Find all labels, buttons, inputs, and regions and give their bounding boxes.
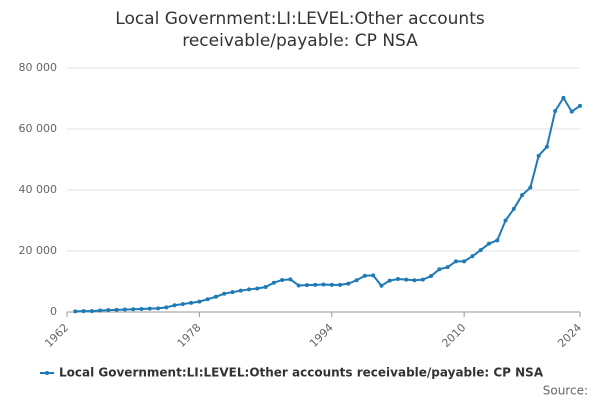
point	[379, 283, 384, 288]
point	[81, 309, 86, 314]
point	[280, 277, 285, 282]
point	[420, 277, 425, 282]
chart-title: Local Government:LI:LEVEL:Other accounts…	[115, 9, 485, 51]
point	[304, 283, 309, 288]
point	[470, 254, 475, 259]
point	[73, 309, 78, 314]
point	[495, 238, 500, 243]
y-tick-label: 60 000	[19, 122, 58, 135]
point	[387, 278, 392, 283]
point	[329, 282, 334, 287]
point	[462, 259, 467, 264]
line	[75, 95, 581, 313]
point	[528, 185, 533, 190]
x-tick-label: 1962	[42, 321, 71, 350]
point	[122, 307, 127, 312]
point	[354, 278, 359, 283]
point	[569, 109, 574, 114]
point	[106, 308, 111, 313]
point	[131, 307, 136, 312]
point	[553, 109, 558, 114]
point	[156, 306, 161, 311]
point	[205, 297, 210, 302]
point	[238, 288, 243, 293]
point	[222, 291, 227, 296]
point	[247, 287, 252, 292]
point	[362, 273, 367, 278]
point	[288, 277, 293, 282]
point	[255, 286, 260, 291]
point	[404, 277, 409, 282]
point	[230, 290, 235, 295]
y-tick-label: 20 000	[19, 244, 58, 257]
point	[412, 278, 417, 283]
legend-label: Local Government:LI:LEVEL:Other accounts…	[59, 366, 544, 380]
point	[296, 283, 301, 288]
point	[520, 193, 525, 198]
x-tick-label: 2024	[555, 321, 584, 350]
point	[89, 309, 94, 314]
point	[511, 206, 516, 211]
point	[139, 306, 144, 311]
point	[544, 144, 549, 149]
legend-dot	[45, 371, 49, 375]
x-tick-label: 1994	[307, 321, 336, 350]
point	[172, 303, 177, 308]
point	[213, 294, 218, 299]
point	[180, 302, 185, 307]
point	[453, 259, 458, 264]
point	[561, 95, 566, 100]
point	[478, 248, 483, 253]
point	[445, 265, 450, 270]
point	[197, 299, 202, 304]
point	[263, 284, 268, 289]
source: Source:	[543, 384, 588, 398]
x-tick-label: 2010	[439, 321, 468, 350]
point	[371, 273, 376, 278]
point	[437, 267, 442, 272]
point	[321, 282, 326, 287]
point	[503, 218, 508, 223]
y-tick-label: 80 000	[19, 61, 58, 74]
point	[164, 305, 169, 310]
point	[429, 274, 434, 279]
point	[189, 300, 194, 305]
point	[147, 306, 152, 311]
point	[536, 153, 541, 158]
point	[578, 103, 582, 108]
point	[114, 307, 119, 312]
y-tick-label: 0	[50, 305, 57, 318]
point	[486, 241, 491, 246]
y-tick-label: 40 000	[19, 183, 58, 196]
point	[98, 308, 103, 313]
point	[346, 281, 351, 286]
point	[395, 277, 400, 282]
point	[271, 280, 276, 285]
point	[338, 282, 343, 287]
x-tick-label: 1978	[175, 321, 204, 350]
point	[313, 282, 318, 287]
